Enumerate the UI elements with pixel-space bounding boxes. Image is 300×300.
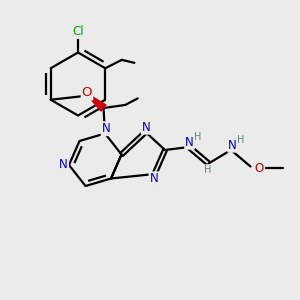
Text: Cl: Cl [72, 25, 84, 38]
Text: N: N [228, 139, 237, 152]
Text: N: N [59, 158, 68, 172]
Text: H: H [204, 165, 211, 175]
Text: N: N [149, 172, 158, 185]
Text: H: H [194, 132, 201, 142]
Text: N: N [142, 121, 151, 134]
Text: O: O [82, 86, 92, 100]
Text: N: N [101, 122, 110, 135]
Text: O: O [254, 161, 263, 175]
Polygon shape [89, 96, 106, 111]
Text: N: N [185, 136, 194, 149]
Text: H: H [237, 135, 244, 146]
